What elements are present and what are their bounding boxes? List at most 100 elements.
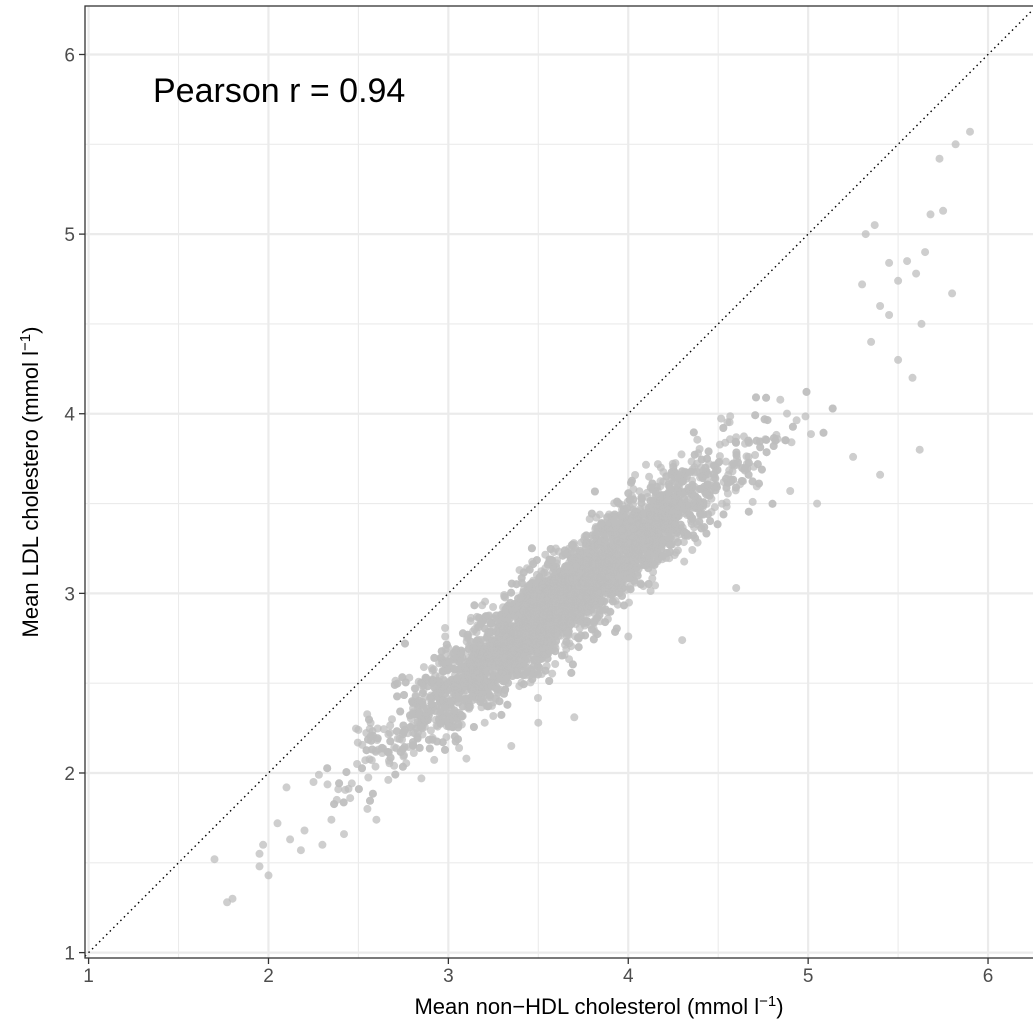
data-point xyxy=(584,618,592,626)
data-point xyxy=(443,641,451,649)
data-point xyxy=(454,699,462,707)
data-point xyxy=(688,546,696,554)
data-point xyxy=(526,607,534,615)
data-point xyxy=(374,734,382,742)
data-point xyxy=(438,647,446,655)
data-point xyxy=(422,676,430,684)
data-point xyxy=(763,448,771,456)
data-point xyxy=(365,716,373,724)
data-point xyxy=(467,638,475,646)
data-point xyxy=(483,702,491,710)
data-point xyxy=(386,721,394,729)
data-point xyxy=(469,673,477,681)
data-point xyxy=(428,664,436,672)
data-point xyxy=(437,720,445,728)
data-point xyxy=(465,703,473,711)
data-point xyxy=(426,745,434,753)
data-point xyxy=(532,641,540,649)
data-point xyxy=(637,529,645,537)
data-point xyxy=(364,736,372,744)
data-point xyxy=(557,585,565,593)
data-point xyxy=(500,690,508,698)
data-point xyxy=(355,785,363,793)
data-point xyxy=(634,555,642,563)
data-point xyxy=(655,492,663,500)
data-point xyxy=(486,692,494,700)
data-point xyxy=(703,489,711,497)
data-point xyxy=(528,544,536,552)
data-point xyxy=(520,680,528,688)
data-point xyxy=(501,677,509,685)
data-point xyxy=(485,629,493,637)
data-point xyxy=(659,539,667,547)
data-point xyxy=(691,534,699,542)
data-point xyxy=(508,606,516,614)
data-point xyxy=(647,587,655,595)
data-point xyxy=(762,394,770,402)
data-point xyxy=(545,677,553,685)
data-point xyxy=(647,497,655,505)
data-point xyxy=(530,670,538,678)
data-point xyxy=(401,640,409,648)
data-point xyxy=(588,510,596,518)
data-point xyxy=(534,694,542,702)
data-point xyxy=(430,654,438,662)
data-point xyxy=(646,555,654,563)
data-point xyxy=(433,677,441,685)
data-point xyxy=(366,797,374,805)
data-point xyxy=(536,596,544,604)
data-point xyxy=(467,617,475,625)
data-point xyxy=(744,437,752,445)
data-point xyxy=(610,563,618,571)
data-point xyxy=(636,546,644,554)
data-point xyxy=(776,396,784,404)
data-point xyxy=(323,764,331,772)
data-point xyxy=(642,461,650,469)
data-point xyxy=(642,561,650,569)
data-point xyxy=(639,510,647,518)
data-point xyxy=(693,436,701,444)
data-point xyxy=(575,643,583,651)
data-point xyxy=(753,437,761,445)
data-point xyxy=(691,451,699,459)
data-point xyxy=(662,472,670,480)
data-point xyxy=(615,500,623,508)
data-point xyxy=(530,634,538,642)
data-point xyxy=(497,711,505,719)
data-point xyxy=(503,701,511,709)
data-point xyxy=(591,488,599,496)
data-point xyxy=(829,405,837,413)
data-point xyxy=(400,691,408,699)
data-point xyxy=(678,450,686,458)
data-point xyxy=(564,599,572,607)
data-point xyxy=(762,436,770,444)
data-point xyxy=(496,697,504,705)
data-point xyxy=(335,779,343,787)
data-point xyxy=(575,569,583,577)
data-point xyxy=(666,485,674,493)
data-point xyxy=(489,603,497,611)
data-point xyxy=(493,683,501,691)
data-point xyxy=(727,476,735,484)
data-point xyxy=(674,538,682,546)
data-point xyxy=(704,481,712,489)
data-point xyxy=(606,608,614,616)
data-point xyxy=(500,591,508,599)
data-point xyxy=(557,617,565,625)
data-point xyxy=(611,628,619,636)
data-point xyxy=(441,624,449,632)
data-point xyxy=(384,748,392,756)
data-point xyxy=(695,485,703,493)
data-point xyxy=(366,725,374,733)
data-point xyxy=(391,771,399,779)
data-point xyxy=(384,776,392,784)
data-point xyxy=(566,575,574,583)
data-point xyxy=(476,675,484,683)
data-point xyxy=(447,722,455,730)
data-point xyxy=(749,498,757,506)
data-point xyxy=(599,529,607,537)
data-point xyxy=(396,708,404,716)
data-point xyxy=(690,492,698,500)
